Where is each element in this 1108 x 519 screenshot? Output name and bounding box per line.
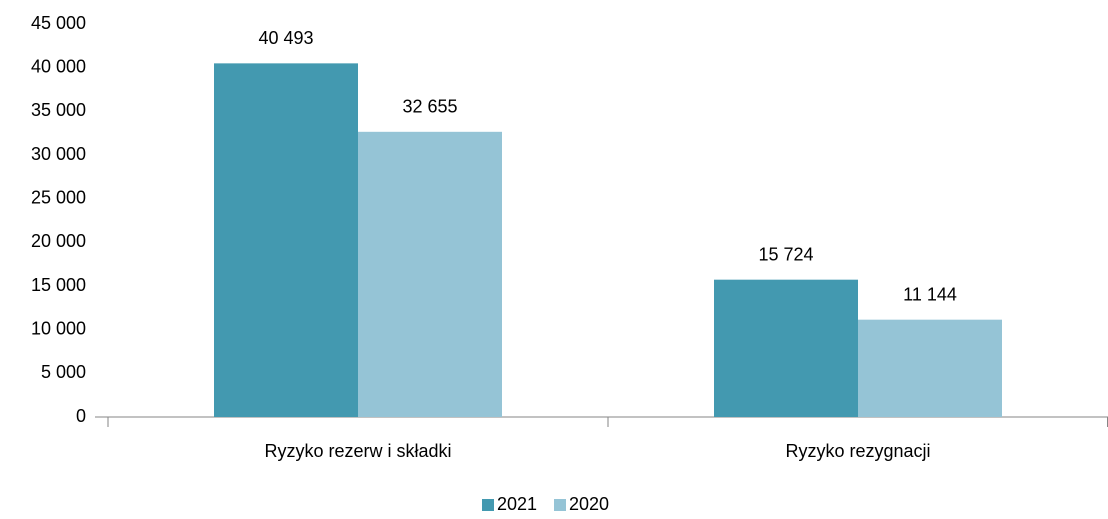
y-tick-label: 45 000 xyxy=(31,13,86,33)
value-label: 15 724 xyxy=(758,244,813,264)
x-tick-label: Ryzyko rezerw i składki xyxy=(264,441,451,461)
bar xyxy=(358,131,502,418)
y-tick-label: 15 000 xyxy=(31,275,86,295)
y-tick-label: 5 000 xyxy=(41,362,86,382)
y-tick-label: 20 000 xyxy=(31,231,86,251)
x-tick-label: Ryzyko rezygnacji xyxy=(785,441,930,461)
legend-swatch xyxy=(554,499,566,511)
y-tick-label: 40 000 xyxy=(31,56,86,76)
y-tick-label: 25 000 xyxy=(31,187,86,207)
value-label: 11 144 xyxy=(903,284,957,304)
y-tick-label: 30 000 xyxy=(31,144,86,164)
bar xyxy=(858,319,1002,417)
legend-swatch xyxy=(482,499,494,511)
legend-label: 2020 xyxy=(569,494,609,514)
bar xyxy=(714,279,858,417)
y-tick-label: 35 000 xyxy=(31,100,86,120)
y-tick-label: 10 000 xyxy=(31,318,86,338)
value-label: 40 493 xyxy=(258,28,313,48)
bar xyxy=(214,63,358,417)
legend-label: 2021 xyxy=(497,494,537,514)
y-tick-label: 0 xyxy=(76,406,86,426)
value-label: 32 655 xyxy=(402,97,457,117)
